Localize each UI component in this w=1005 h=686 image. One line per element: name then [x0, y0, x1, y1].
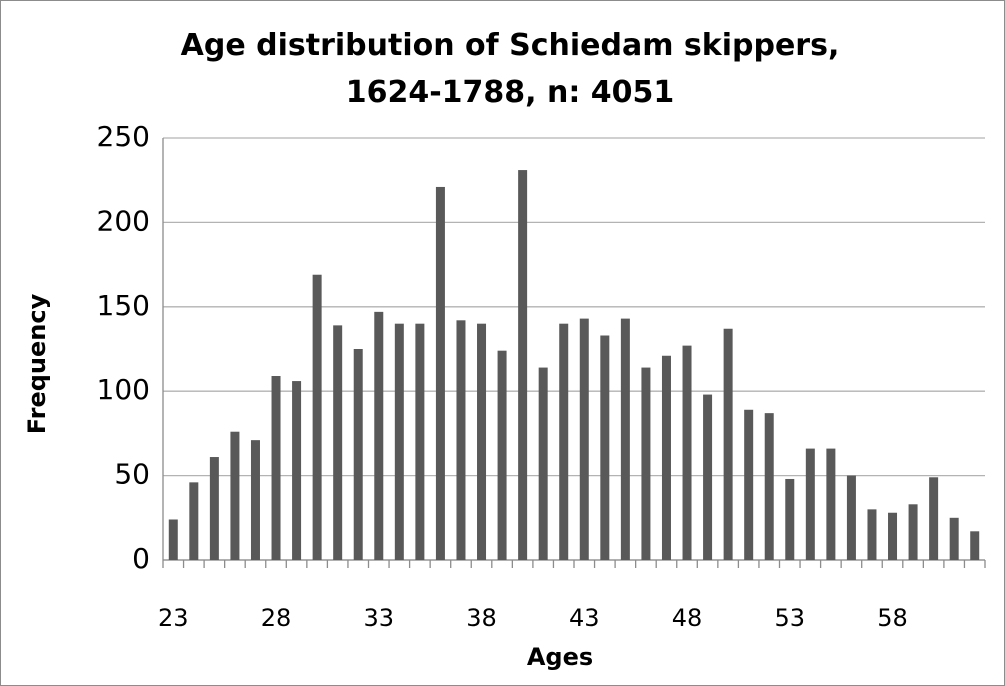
chart-title: Age distribution of Schiedam skippers, 1… — [180, 28, 840, 110]
y-tick-label: 250 — [97, 120, 150, 153]
y-tick-label: 100 — [97, 373, 150, 406]
bar — [703, 394, 713, 560]
bar — [970, 531, 980, 560]
bar — [230, 431, 240, 560]
x-tick-label: 48 — [672, 604, 703, 632]
bar — [682, 345, 692, 560]
bar — [353, 349, 363, 560]
bar — [908, 504, 918, 560]
bar — [415, 323, 425, 560]
bar — [497, 350, 507, 560]
x-tick-label: 33 — [364, 604, 395, 632]
bar — [518, 170, 528, 560]
x-tick-label: 23 — [158, 604, 189, 632]
bar — [271, 376, 281, 560]
x-tick-label: 43 — [569, 604, 600, 632]
bar — [744, 409, 754, 560]
bar — [579, 318, 589, 560]
bar — [477, 323, 487, 560]
y-tick-label: 150 — [97, 289, 150, 322]
bar — [661, 355, 671, 560]
x-tick-label: 58 — [877, 604, 908, 632]
x-tick-label: 28 — [261, 604, 292, 632]
y-axis-label: Frequency — [23, 293, 51, 434]
bar — [333, 325, 343, 560]
bar — [826, 448, 836, 560]
bar — [168, 519, 178, 560]
bar — [435, 186, 445, 560]
bar — [538, 367, 548, 560]
bar — [929, 477, 939, 560]
y-tick-label: 200 — [97, 204, 150, 237]
bar — [641, 367, 651, 560]
bar — [600, 335, 610, 560]
x-tick-label: 38 — [466, 604, 497, 632]
bar — [723, 328, 733, 560]
bar — [559, 323, 569, 560]
bar — [312, 274, 322, 560]
bar — [846, 475, 856, 560]
bar — [456, 320, 466, 560]
bar — [250, 440, 260, 560]
bar — [888, 512, 898, 560]
bar — [785, 478, 795, 560]
bar — [805, 448, 815, 560]
bar — [949, 517, 959, 560]
bar — [764, 413, 774, 560]
y-tick-label: 0 — [132, 542, 150, 575]
y-tick-label: 50 — [114, 458, 150, 491]
bar — [867, 509, 877, 560]
x-axis-label: Ages — [527, 643, 593, 671]
bar — [189, 482, 199, 560]
bar — [292, 381, 302, 560]
bar — [620, 318, 630, 560]
bar — [394, 323, 404, 560]
bar — [374, 311, 384, 560]
x-tick-label: 53 — [775, 604, 806, 632]
bar — [209, 457, 219, 560]
